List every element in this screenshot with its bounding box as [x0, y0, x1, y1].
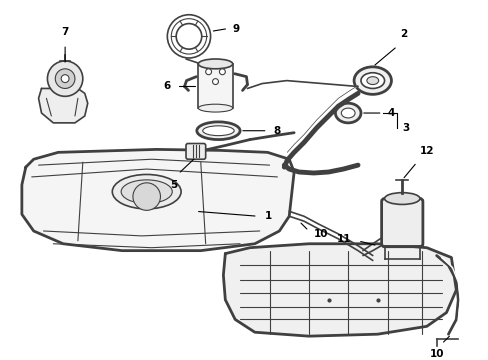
Circle shape [47, 61, 82, 96]
Text: 8: 8 [273, 126, 280, 136]
Ellipse shape [335, 103, 360, 123]
Circle shape [219, 69, 225, 75]
Text: 11: 11 [336, 234, 350, 244]
Circle shape [61, 75, 69, 82]
Text: 4: 4 [386, 108, 394, 118]
Ellipse shape [198, 59, 232, 69]
Text: 10: 10 [428, 349, 443, 359]
Ellipse shape [366, 77, 378, 85]
FancyBboxPatch shape [381, 199, 422, 247]
Polygon shape [22, 149, 294, 251]
Text: 5: 5 [170, 180, 178, 190]
Ellipse shape [198, 104, 232, 112]
Text: 7: 7 [61, 27, 69, 37]
Circle shape [205, 69, 211, 75]
Text: 1: 1 [264, 211, 271, 221]
Text: 3: 3 [402, 123, 408, 133]
Ellipse shape [112, 175, 181, 209]
FancyBboxPatch shape [198, 64, 232, 108]
Circle shape [212, 78, 218, 85]
Ellipse shape [197, 122, 240, 140]
Ellipse shape [341, 108, 354, 118]
Text: 10: 10 [313, 229, 327, 239]
Circle shape [133, 183, 160, 210]
Ellipse shape [203, 126, 234, 136]
Circle shape [55, 69, 75, 89]
Text: 2: 2 [400, 29, 407, 39]
Polygon shape [223, 244, 455, 336]
Text: 9: 9 [232, 23, 239, 33]
Polygon shape [39, 89, 87, 123]
FancyBboxPatch shape [185, 144, 205, 159]
Ellipse shape [384, 193, 419, 204]
Text: 6: 6 [163, 81, 170, 91]
Text: 12: 12 [419, 146, 433, 156]
Ellipse shape [360, 73, 384, 89]
Ellipse shape [121, 180, 172, 203]
Ellipse shape [353, 67, 391, 94]
